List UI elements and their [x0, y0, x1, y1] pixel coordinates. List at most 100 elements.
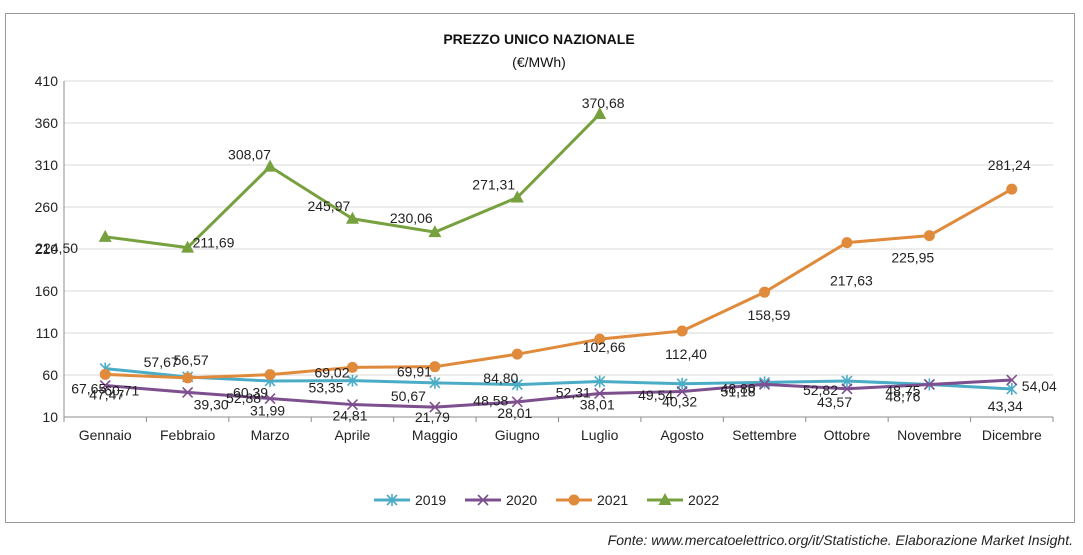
data-label-2022: 370,68 [582, 95, 625, 111]
marker-2019 [1006, 382, 1018, 395]
legend-label: 2022 [688, 492, 719, 508]
data-label-2020: 47,47 [89, 387, 124, 403]
data-label-2019: 52,88 [226, 390, 261, 406]
data-label-2021: 84,80 [483, 370, 518, 386]
data-label-2021: 60,71 [104, 382, 139, 398]
data-label-2019: 51,18 [721, 383, 756, 399]
legend-marker-stroke [477, 494, 489, 506]
legend: 2019 2020 2021 2022 [374, 492, 719, 508]
y-tick-label: 310 [35, 157, 59, 173]
legend-item-2020: 2020 [465, 492, 537, 508]
marker-2022 [263, 159, 277, 172]
marker-2019 [429, 376, 441, 389]
marker-2020-stroke [923, 378, 935, 391]
x-tick-label: Novembre [897, 427, 962, 443]
data-label-2020: 40,32 [662, 394, 697, 410]
marker-2020 [594, 387, 606, 400]
data-label-2019: 43,34 [988, 398, 1023, 414]
series-lines [98, 107, 1018, 413]
chart-title: PREZZO UNICO NAZIONALE [443, 31, 634, 47]
data-label-2020: 24,81 [332, 408, 367, 424]
data-label-2021: 112,40 [665, 346, 707, 362]
data-label-2019: 52,82 [803, 382, 838, 398]
data-label-2020: 39,30 [194, 396, 229, 412]
x-tick-label: Ottobre [824, 427, 871, 443]
marker-2019 [594, 375, 606, 388]
marker-2020-stroke [511, 396, 523, 408]
marker-2019 [511, 378, 523, 391]
marker-2022 [593, 107, 607, 120]
marker-2022 [510, 190, 524, 203]
x-tick-label: Febbraio [160, 427, 215, 443]
series-line-2022 [105, 112, 601, 250]
marker-2020-stroke [346, 398, 359, 411]
data-label-2020: 31,99 [250, 403, 285, 419]
data-label-2020: 48,75 [885, 382, 920, 398]
legend-marker [568, 494, 580, 506]
marker-2020-stroke [758, 378, 771, 390]
data-label-2020: 48,80 [721, 380, 756, 396]
data-label-2019: 53,35 [308, 380, 343, 396]
y-tick-label: 410 [35, 73, 59, 89]
y-tick-label: 210 [35, 241, 59, 257]
marker-2021 [99, 368, 111, 380]
marker-2022 [345, 211, 359, 224]
data-label-2022: 245,97 [307, 198, 350, 214]
marker-2022 [428, 225, 442, 238]
marker-2021 [594, 333, 606, 345]
data-label-2019: 48,76 [885, 388, 920, 404]
marker-2021 [182, 372, 194, 384]
marker-2020 [511, 396, 523, 408]
data-label-2019: 49,54 [638, 387, 673, 403]
marker-2021 [841, 237, 853, 249]
marker-2020-stroke [99, 379, 111, 392]
marker-2020 [182, 386, 194, 398]
data-labels: 67,65 57,67 52,88 53,35 50,67 48,58 52,31 49,54… [35, 95, 1057, 425]
x-tick-label: Aprile [335, 427, 371, 443]
marker-2021 [429, 361, 441, 373]
data-label-2021: 69,02 [314, 364, 349, 380]
x-tick-label: Gennaio [79, 427, 132, 443]
x-tick-label: Dicembre [982, 427, 1042, 443]
x-tick-label: Giugno [495, 427, 540, 443]
data-label-2019: 52,31 [556, 384, 591, 400]
legend-label: 2019 [415, 492, 446, 508]
marker-2020 [264, 392, 276, 405]
data-label-2022: 224,50 [35, 240, 78, 256]
data-label-2021: 281,24 [988, 157, 1031, 173]
y-tick-label: 260 [35, 199, 59, 215]
x-tick-label: Agosto [660, 427, 704, 443]
data-label-2020: 21,79 [415, 409, 450, 425]
series-line-2021 [105, 187, 1013, 380]
y-axis-ticks: 10 60 110 160 210 260 310 360 410 [35, 73, 59, 425]
marker-2021 [1006, 183, 1018, 195]
marker-2020 [923, 378, 935, 391]
data-label-2020: 54,04 [1022, 378, 1057, 394]
marker-2020 [676, 385, 688, 398]
chart-subtitle: (€/MWh) [512, 54, 566, 70]
y-tick-label: 160 [35, 283, 59, 299]
marker-2022 [181, 240, 195, 253]
marker-2022 [98, 229, 112, 242]
marker-2020 [99, 379, 111, 392]
series-line-2019 [105, 367, 1012, 391]
data-label-2022: 308,07 [228, 147, 271, 163]
data-label-2022: 211,69 [193, 235, 235, 251]
data-label-2019: 48,58 [473, 393, 508, 409]
marker-2020-stroke [594, 387, 606, 400]
marker-2020-stroke [429, 401, 441, 413]
y-tick-label: 60 [42, 367, 58, 383]
data-label-2019: 67,65 [71, 381, 106, 397]
marker-2019 [346, 374, 359, 387]
legend-label: 2020 [506, 492, 537, 508]
marker-2020-stroke [841, 383, 853, 395]
y-tick-label: 360 [35, 115, 59, 131]
legend-item-2021: 2021 [556, 492, 628, 508]
marker-2020 [1006, 374, 1018, 386]
data-label-2021: 217,63 [830, 273, 873, 289]
marker-2020-stroke [182, 386, 194, 398]
x-axis-ticks: Gennaio Febbraio Marzo Aprile Maggio Giugno Lu… [79, 427, 1042, 443]
marker-2020 [346, 398, 359, 411]
data-label-2021: 158,59 [748, 307, 791, 323]
data-label-2020: 43,57 [817, 394, 852, 410]
